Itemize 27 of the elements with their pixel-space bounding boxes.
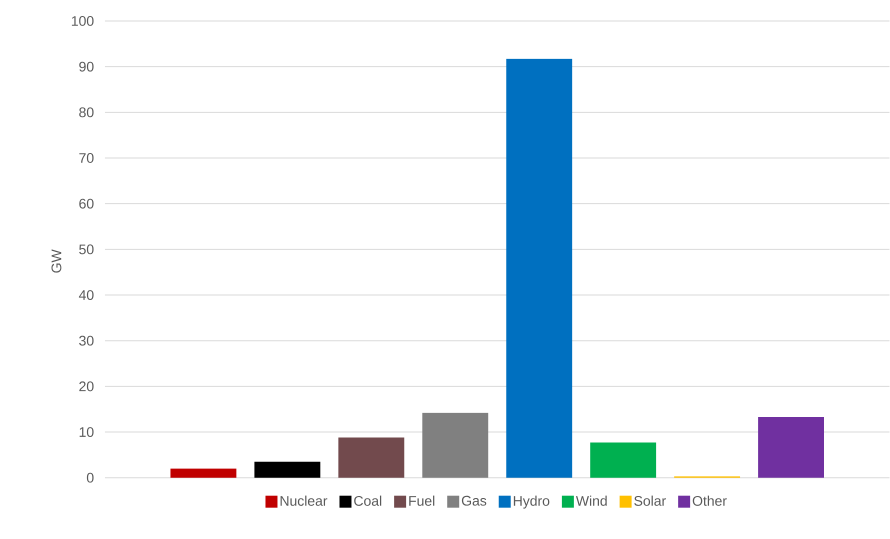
legend-label: Solar: [634, 496, 666, 506]
y-tick-label: 60: [79, 198, 94, 209]
legend-label: Gas: [462, 496, 486, 506]
y-tick-label: 10: [80, 427, 94, 438]
bar: [170, 468, 236, 478]
y-tick-label: 30: [79, 336, 94, 346]
bar: [590, 442, 656, 478]
y-tick-label: 20: [79, 382, 94, 392]
bar: [506, 59, 572, 478]
legend-label: Nuclear: [280, 496, 328, 506]
y-tick-label: 80: [79, 108, 94, 118]
legend-label: Wind: [576, 496, 607, 506]
bar: [758, 417, 824, 478]
bar: [422, 413, 488, 478]
y-tick-label: 40: [78, 290, 94, 300]
y-tick-label: 0: [86, 472, 94, 483]
y-tick-label: 50: [79, 244, 94, 254]
y-tick-label: 70: [79, 153, 94, 164]
bar: [338, 438, 404, 478]
legend-label: Hydro: [514, 496, 550, 509]
y-tick-label: 90: [79, 62, 94, 72]
legend-label: Fuel: [409, 496, 434, 506]
y-tick-label: 100: [72, 16, 94, 26]
legend-label: Other: [692, 496, 727, 506]
legend-label: Coal: [354, 496, 382, 506]
y-axis-title: GW: [51, 250, 62, 273]
bar: [254, 462, 320, 478]
